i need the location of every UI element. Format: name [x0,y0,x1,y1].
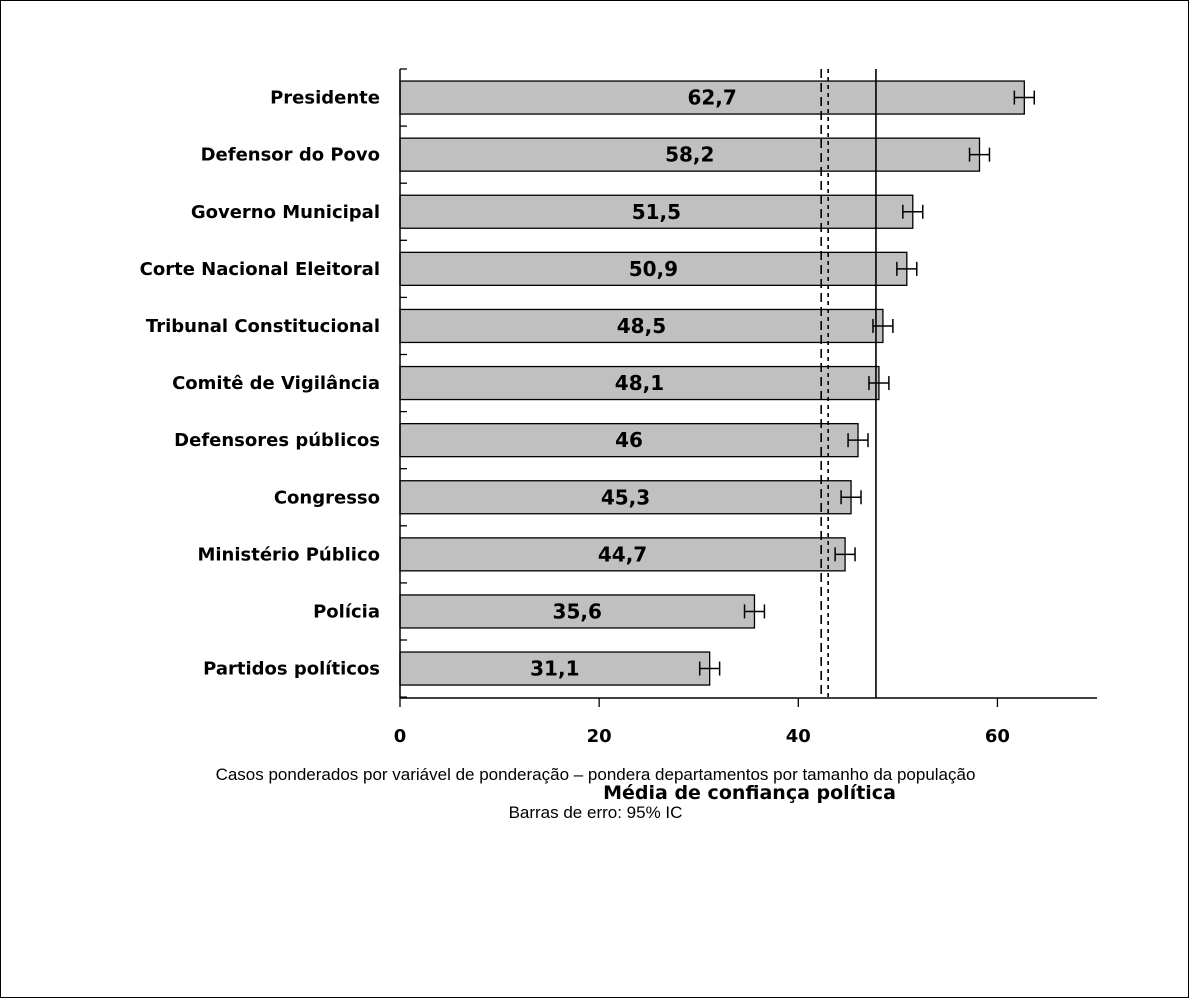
x-tick-label: 60 [985,726,1010,747]
value-label: 48,1 [615,371,664,395]
bar [399,480,852,515]
bar [399,594,756,629]
x-tick-label: 0 [394,726,407,747]
value-label: 44,7 [598,542,647,566]
category-label: Governo Municipal [191,202,380,223]
category-label: Polícia [313,601,380,622]
value-label: 62,7 [687,86,736,110]
category-label: Comitê de Vigilância [172,373,380,394]
value-label: 51,5 [632,200,681,224]
x-tick-label: 20 [587,726,612,747]
value-label: 35,6 [553,599,602,623]
value-label: 45,3 [601,485,650,509]
value-label: 31,1 [530,657,579,681]
category-label: Partidos políticos [203,659,380,680]
value-label: 50,9 [629,257,678,281]
weighting-note: Casos ponderados por variável de pondera… [215,765,976,784]
bar [399,365,880,401]
category-label: Tribunal Constitucional [146,316,380,337]
category-label: Congresso [274,487,380,508]
x-tick-label: 40 [786,726,811,747]
bar [399,251,908,287]
error-bar-note: Barras de erro: 95% IC [508,803,683,822]
value-label: 46 [615,428,643,452]
bar [399,137,981,172]
category-label: Ministério Público [197,544,380,565]
x-axis-title: Média de confiança política [603,782,896,804]
category-label: Defensor do Povo [201,145,380,166]
bar [399,80,1025,115]
value-label: 58,2 [665,143,714,167]
category-label: Defensores públicos [174,430,380,451]
bar [399,308,884,344]
value-label: 48,5 [617,314,666,338]
category-label: Corte Nacional Eleitoral [140,259,380,280]
category-label: Presidente [270,88,380,109]
bar [399,537,846,572]
